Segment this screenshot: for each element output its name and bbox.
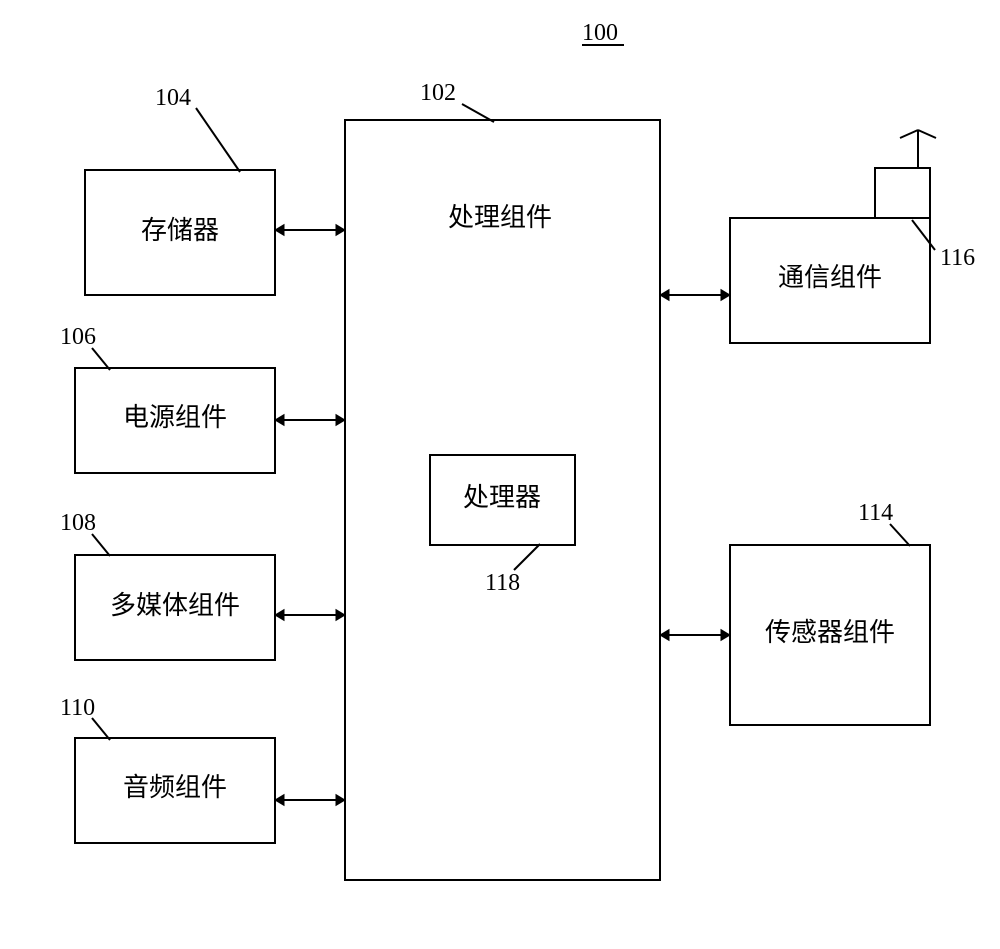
antenna-icon [875, 130, 936, 218]
block-label-sensor: 传感器组件 [765, 618, 895, 647]
block-ref-processor: 118 [485, 570, 520, 596]
block-diagram: 100 处理组件 102 处理器 118 存储器 104 电源组件 106 多媒体组件 108 音频组… [0, 0, 1000, 949]
block-ref-sensor: 114 [858, 500, 893, 526]
block-label-comm: 通信组件 [778, 263, 882, 292]
block-audio: 音频组件 110 [60, 695, 275, 843]
block-label-memory: 存储器 [141, 216, 219, 245]
block-label-multimedia: 多媒体组件 [110, 591, 240, 620]
block-ref-audio: 110 [60, 695, 95, 721]
block-processor: 处理器 118 [430, 455, 575, 596]
figure-ref: 100 [582, 20, 618, 46]
block-label-processor: 处理器 [463, 483, 541, 512]
block-memory: 存储器 104 [85, 85, 275, 295]
block-comm: 通信组件 116 [730, 130, 975, 343]
block-ref-comm: 116 [940, 245, 975, 271]
block-multimedia: 多媒体组件 108 [60, 510, 275, 660]
block-sensor: 传感器组件 114 [730, 500, 930, 725]
block-label-power: 电源组件 [123, 403, 227, 432]
block-label-processing: 处理组件 [448, 203, 552, 232]
block-label-audio: 音频组件 [123, 773, 227, 802]
block-ref-memory: 104 [155, 85, 191, 111]
block-ref-multimedia: 108 [60, 510, 96, 536]
block-power: 电源组件 106 [60, 324, 275, 473]
block-ref-processing: 102 [420, 80, 456, 106]
block-ref-power: 106 [60, 324, 96, 350]
block-processing: 处理组件 102 [345, 80, 660, 880]
